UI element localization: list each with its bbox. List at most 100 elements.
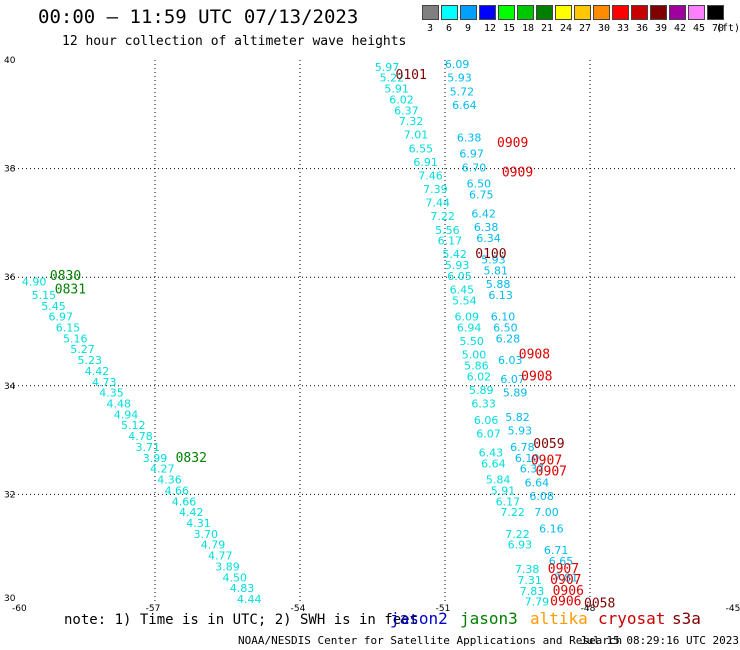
y-tick-label: 40	[4, 56, 16, 66]
wave-height-point: 6.16	[539, 522, 564, 535]
colorbar-label: 15	[503, 23, 516, 34]
wave-height-point: 6.93	[508, 539, 533, 552]
wave-height-point: 6.71	[544, 544, 569, 557]
wave-height-point: 6.64	[452, 99, 477, 112]
mission-jason2: jason2	[390, 609, 448, 628]
y-tick-label: 32	[4, 490, 15, 500]
wave-height-point: 4.83	[230, 582, 255, 595]
colorbar-label: 3	[427, 23, 434, 34]
wave-height-point: 6.37	[394, 104, 419, 117]
colorbar-label: 6	[446, 23, 453, 34]
colorbar-swatch	[555, 5, 572, 20]
y-tick-label: 38	[4, 165, 16, 175]
colorbar-label: 21	[541, 23, 554, 34]
wave-height-point: 4.78	[128, 430, 153, 443]
y-tick-label: 36	[4, 273, 16, 283]
wave-height-point: 7.38	[515, 563, 540, 576]
wave-height-point: 5.12	[121, 419, 146, 432]
pass-time-label: 0907	[548, 562, 579, 577]
pass-time-label: 0831	[55, 282, 86, 297]
pass-time-label: 0907	[536, 464, 567, 479]
pass-time-label: 0907	[550, 573, 581, 588]
wave-height-point: 3.89	[215, 560, 240, 573]
wave-height-point: 6.38	[474, 221, 499, 234]
page-title: 00:00 — 11:59 UTC 07/13/2023	[38, 6, 359, 28]
wave-height-point: 7.44	[426, 197, 451, 210]
wave-height-point: 5.91	[491, 484, 516, 497]
wave-height-point: 6.70	[462, 161, 487, 174]
wave-height-point: 6.09	[455, 311, 480, 324]
wave-height-point: 7.22	[505, 528, 530, 541]
wave-height-point: 4.31	[186, 517, 211, 530]
wave-height-point: 6.43	[479, 446, 504, 459]
wave-height-point: 6.07	[476, 427, 501, 440]
x-tick-label: -48	[581, 604, 596, 614]
wave-height-point: 6.34	[476, 232, 501, 245]
wave-height-point: 6.33	[471, 398, 496, 411]
wave-height-point: 4.66	[172, 495, 197, 508]
colorbar-label: 36	[636, 23, 649, 34]
credit-text: NOAA/NESDIS Center for Satellite Applica…	[238, 634, 623, 647]
wave-height-point: 5.93	[445, 259, 470, 272]
wave-height-point: 7.22	[430, 210, 455, 223]
wave-height-point: 6.94	[457, 322, 482, 335]
wave-height-point: 7.79	[525, 596, 550, 609]
wave-height-point: 6.06	[474, 414, 499, 427]
colorbar-swatch	[517, 5, 534, 20]
wave-height-point: 5.89	[503, 387, 528, 400]
x-tick-label: -60	[12, 604, 27, 614]
x-tick-label: -45	[726, 604, 740, 614]
wave-height-point: 5.16	[63, 332, 88, 345]
wave-height-point: 6.64	[525, 476, 550, 489]
wave-height-point: 6.37	[520, 463, 545, 476]
x-tick-label: -54	[291, 604, 306, 614]
wave-height-point: 5.54	[452, 294, 477, 307]
colorbar-swatch	[460, 5, 477, 20]
pass-time-label: 0909	[502, 166, 533, 181]
pass-time-label: 0830	[50, 269, 81, 284]
colorbar-swatch	[612, 5, 629, 20]
wave-height-point: 6.02	[467, 370, 492, 383]
x-tick-label: -57	[146, 604, 161, 614]
colorbar-swatch	[669, 5, 686, 20]
wave-height-point: 5.81	[484, 264, 509, 277]
wave-height-point: 6.97	[459, 148, 484, 161]
wave-height-point: 6.65	[549, 555, 574, 568]
colorbar-swatch	[479, 5, 496, 20]
pass-time-label: 0909	[497, 136, 528, 151]
wave-height-point: 5.00	[462, 349, 487, 362]
wave-height-point: 6.05	[447, 270, 472, 283]
wave-height-point: 5.45	[41, 300, 66, 313]
pass-time-label: 0059	[533, 437, 564, 452]
y-tick-label: 30	[4, 594, 16, 604]
wave-height-point: 5.91	[384, 83, 409, 96]
pass-time-label: 0907	[531, 454, 562, 469]
wave-height-point: 4.35	[99, 387, 124, 400]
mission-altika: altika	[530, 609, 588, 628]
wave-height-point: 4.44	[237, 593, 262, 606]
colorbar-swatch	[593, 5, 610, 20]
wave-height-point: 5.93	[481, 254, 506, 267]
mission-cryosat: cryosat	[598, 609, 666, 628]
wave-height-point: 6.50	[467, 178, 492, 191]
wave-height-point: 6.15	[56, 322, 81, 335]
mission-jason3: jason3	[460, 609, 518, 628]
wave-height-point: 6.55	[409, 142, 434, 155]
wave-height-point: 6.97	[49, 311, 74, 324]
wave-height-point: 5.89	[469, 384, 494, 397]
wave-height-point: 3.99	[143, 452, 168, 465]
wave-height-point: 6.64	[481, 457, 506, 470]
wave-height-point: 6.17	[496, 495, 521, 508]
wave-height-point: 6.10	[515, 452, 540, 465]
wave-height-point: 5.72	[450, 85, 475, 98]
colorbar-label: 24	[560, 23, 573, 34]
colorbar-unit: (ft)	[716, 23, 740, 34]
wave-height-point: 6.78	[510, 441, 535, 454]
colorbar-swatch	[498, 5, 515, 20]
colorbar-swatch	[536, 5, 553, 20]
wave-height-point: 5.22	[380, 72, 405, 85]
wave-height-point: 5.23	[78, 354, 103, 367]
colorbar-label: 9	[465, 23, 472, 34]
wave-height-point: 7.22	[500, 506, 525, 519]
wave-height-point: 3.71	[136, 441, 161, 454]
